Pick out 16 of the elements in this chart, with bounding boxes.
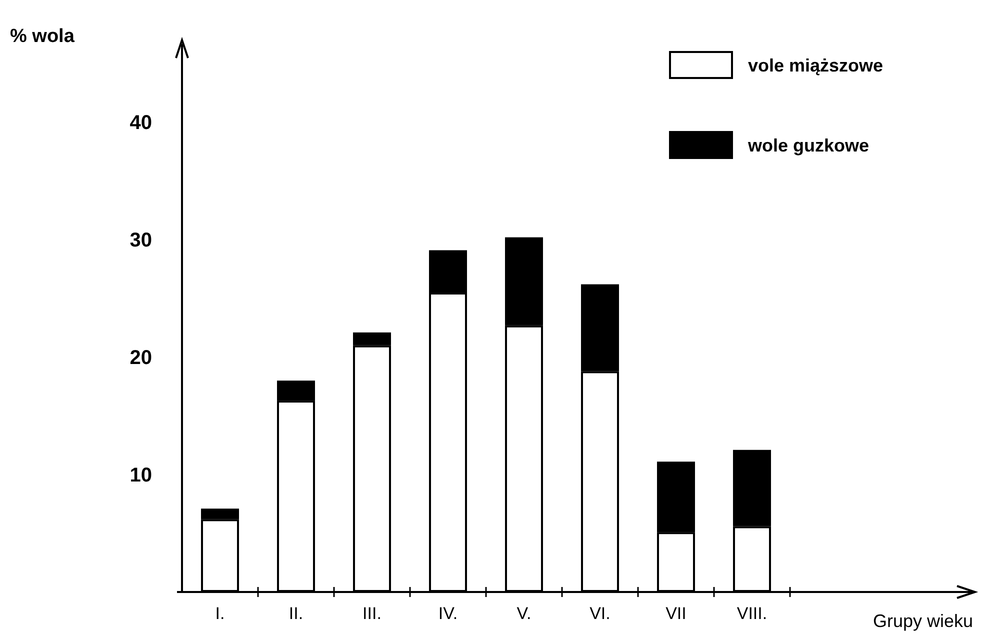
x-tick-label: V. <box>516 604 532 623</box>
x-tick-label: III. <box>362 604 382 623</box>
x-tick-label: I. <box>215 604 225 623</box>
x-axis-title: Grupy wieku <box>872 611 973 631</box>
legend-label: wole guzkowe <box>747 135 870 156</box>
x-tick-label: VII <box>666 604 686 623</box>
x-tick-label: VI. <box>590 604 610 623</box>
x-tick-label: VIII. <box>736 604 768 623</box>
x-tick-label: IV. <box>438 604 458 623</box>
legend-label: vole miąższowe <box>748 55 884 76</box>
y-tick-label: 30 <box>130 230 152 252</box>
y-tick-label: 10 <box>130 464 152 487</box>
x-tick-label: II. <box>288 604 304 623</box>
y-axis-title: % wola <box>10 26 75 47</box>
y-tick-label: 40 <box>130 112 152 134</box>
y-tick-label: 20 <box>130 347 152 370</box>
